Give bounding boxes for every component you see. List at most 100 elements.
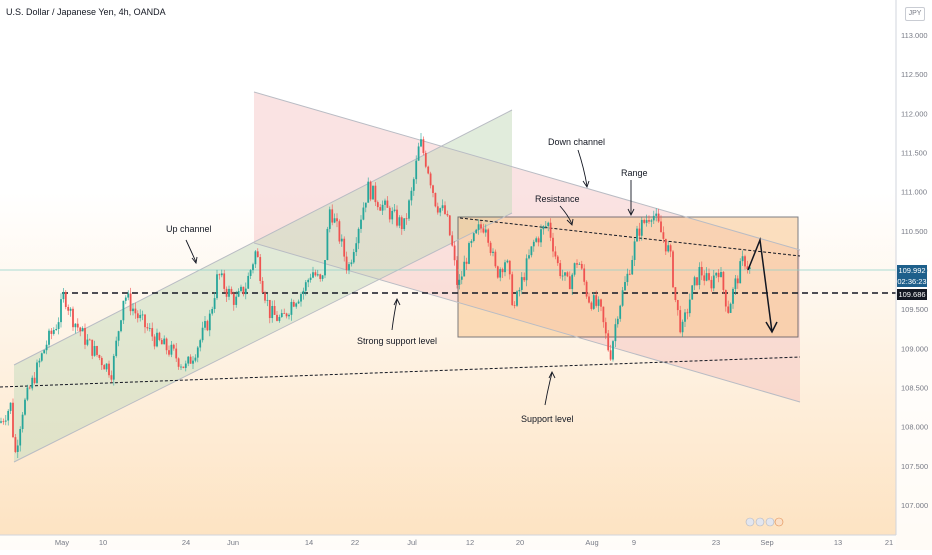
candle-body xyxy=(276,314,278,321)
candle-body xyxy=(292,301,295,307)
candle-body xyxy=(314,272,317,276)
candle-body xyxy=(165,338,168,351)
candle-body xyxy=(345,256,348,271)
resistance-line[interactable] xyxy=(459,217,801,257)
candle-body xyxy=(525,258,528,281)
candle-body xyxy=(544,225,547,227)
candle-body xyxy=(578,263,581,265)
x-tick-label: 10 xyxy=(99,538,107,547)
candle-body xyxy=(309,277,312,280)
candle-body xyxy=(340,238,343,242)
candle-body xyxy=(501,269,504,273)
candle-body xyxy=(290,301,293,315)
candle-body xyxy=(367,181,370,203)
candle-body xyxy=(432,185,434,193)
candle-body xyxy=(633,241,636,260)
candle-body xyxy=(357,228,360,244)
candle-body xyxy=(50,330,53,334)
candle-body xyxy=(470,240,473,244)
time-axis[interactable] xyxy=(0,535,896,550)
candle-body xyxy=(91,339,94,356)
economic-event-flags[interactable] xyxy=(745,517,784,527)
candle-body xyxy=(24,399,26,415)
candle-body xyxy=(540,229,542,243)
candle-body xyxy=(456,260,458,285)
bar-countdown-tag: 02:36:23 xyxy=(897,276,927,287)
candle-body xyxy=(739,261,742,284)
candle-body xyxy=(76,323,79,328)
candle-body xyxy=(724,289,727,307)
candle-body xyxy=(552,237,554,252)
candle-body xyxy=(326,228,329,261)
candle-body xyxy=(679,310,682,333)
candle-body xyxy=(12,402,14,438)
candle-body xyxy=(662,232,665,239)
candle-body xyxy=(669,245,672,252)
candle-body xyxy=(235,296,238,305)
candle-body xyxy=(86,339,89,345)
candle-body xyxy=(196,347,199,358)
candle-body xyxy=(319,274,322,279)
candle-body xyxy=(242,286,245,295)
candle-body xyxy=(748,267,751,269)
candle-body xyxy=(667,245,670,252)
candle-body xyxy=(429,173,432,186)
currency-badge[interactable]: JPY xyxy=(905,7,925,21)
candle-body xyxy=(700,266,703,276)
candle-body xyxy=(391,210,394,220)
candle-body xyxy=(648,220,650,222)
annotation-arrows xyxy=(185,149,635,406)
candle-body xyxy=(583,268,586,282)
candle-body xyxy=(436,206,439,213)
candle-body xyxy=(504,262,506,273)
candle-body xyxy=(523,277,526,281)
candle-body xyxy=(163,338,166,345)
candle-body xyxy=(297,301,300,304)
candle-body xyxy=(664,238,667,252)
y-tick-label: 109.500 xyxy=(901,305,928,314)
candle-body xyxy=(602,306,605,323)
candle-body xyxy=(21,414,24,429)
candle-body xyxy=(412,179,415,191)
candle-body xyxy=(746,266,749,269)
x-tick-label: Jul xyxy=(407,538,417,547)
candle-body xyxy=(532,241,535,247)
candle-body xyxy=(283,313,286,314)
candle-body xyxy=(621,290,624,306)
x-tick-label: Sep xyxy=(760,538,773,547)
candle-body xyxy=(180,366,182,368)
candle-body xyxy=(228,288,230,297)
candle-body xyxy=(604,322,607,334)
x-tick-label: Aug xyxy=(585,538,598,547)
candle-body xyxy=(177,358,180,367)
candle-body xyxy=(220,273,223,276)
label-down-channel: Down channel xyxy=(548,137,605,147)
y-tick-label: 107.000 xyxy=(901,501,928,510)
candle-body xyxy=(256,251,259,258)
candle-body xyxy=(285,313,288,317)
candle-body xyxy=(688,299,691,314)
support-line[interactable] xyxy=(0,356,801,388)
candle-body xyxy=(535,238,538,242)
candle-body xyxy=(487,229,490,243)
candle-body xyxy=(571,274,574,290)
candle-body xyxy=(129,293,132,312)
candle-body xyxy=(734,278,737,289)
candle-body xyxy=(477,224,480,230)
candle-body xyxy=(592,295,595,309)
candle-body xyxy=(160,339,163,345)
candle-body xyxy=(31,377,34,389)
candle-body xyxy=(650,220,653,222)
candle-body xyxy=(434,192,437,207)
candle-body xyxy=(153,336,156,347)
candle-body xyxy=(316,274,319,276)
candle-body xyxy=(105,363,108,370)
candle-body xyxy=(72,308,74,328)
label-resistance: Resistance xyxy=(535,194,580,204)
candle-body xyxy=(122,300,125,321)
candle-body xyxy=(321,275,324,279)
candle-body xyxy=(328,209,331,229)
candle-body xyxy=(580,263,583,269)
